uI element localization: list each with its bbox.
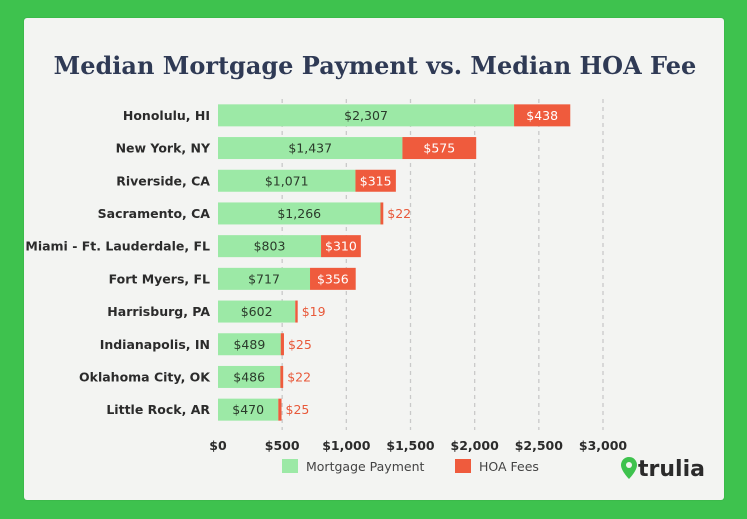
bar-row: Oklahoma City, OK $486 $22 [79, 365, 311, 388]
brand-wordmark: trulia [638, 457, 705, 482]
hoa-bar [280, 365, 284, 388]
mortgage-bar [218, 398, 279, 421]
hoa-bar [321, 235, 361, 258]
x-tick-label: $0 [209, 438, 227, 453]
x-tick-label: $1,500 [386, 438, 435, 453]
legend-swatch [455, 459, 471, 473]
hoa-value-label: $356 [317, 271, 349, 286]
mortgage-bar [218, 267, 311, 290]
chart-card: Median Mortgage Payment vs. Median HOA F… [24, 18, 724, 500]
mortgage-value-label: $1,437 [288, 141, 332, 156]
hoa-bar [380, 202, 384, 225]
bar-row: Sacramento, CA $1,266 $22 [98, 202, 411, 225]
mortgage-value-label: $486 [233, 369, 265, 384]
x-tick-label: $2,000 [451, 438, 500, 453]
mortgage-value-label: $1,071 [265, 173, 309, 188]
x-tick-label: $1,000 [322, 438, 371, 453]
mortgage-value-label: $470 [232, 402, 264, 417]
hoa-bar [295, 300, 298, 323]
category-label: Fort Myers, FL [109, 271, 210, 286]
chart: Median Mortgage Payment vs. Median HOA F… [25, 51, 705, 482]
category-label: Miami - Ft. Lauderdale, FL [25, 239, 210, 254]
hoa-value-label: $25 [286, 402, 310, 417]
hoa-value-label: $25 [288, 337, 312, 352]
mortgage-value-label: $803 [254, 239, 286, 254]
mortgage-value-label: $1,266 [277, 206, 321, 221]
chart-title: Median Mortgage Payment vs. Median HOA F… [54, 51, 697, 80]
x-tick-label: $500 [265, 438, 300, 453]
legend-label: Mortgage Payment [306, 459, 424, 474]
hoa-bar [402, 137, 477, 160]
hoa-value-label: $438 [526, 108, 558, 123]
mortgage-value-label: $717 [248, 271, 280, 286]
legend-item: Mortgage Payment [282, 459, 424, 474]
mortgage-bar [218, 333, 281, 356]
category-label: Little Rock, AR [106, 402, 210, 417]
hoa-bar [278, 398, 282, 421]
bar-row: Fort Myers, FL $717 $356 [109, 267, 356, 290]
mortgage-bar [218, 137, 403, 160]
mortgage-value-label: $602 [241, 304, 273, 319]
category-label: Harrisburg, PA [107, 304, 210, 319]
hoa-value-label: $310 [325, 239, 357, 254]
bar-row: New York, NY $1,437 $575 [116, 137, 477, 160]
category-label: Riverside, CA [116, 173, 210, 188]
x-tick-label: $3,000 [579, 438, 628, 453]
category-label: Honolulu, HI [123, 108, 210, 123]
hoa-value-label: $575 [423, 141, 455, 156]
x-tick-label: $2,500 [515, 438, 564, 453]
bar-row: Riverside, CA $1,071 $315 [116, 169, 396, 192]
legend-item: HOA Fees [455, 459, 539, 474]
mortgage-bar [218, 235, 322, 258]
hoa-bar [514, 104, 571, 127]
hoa-value-label: $22 [387, 206, 411, 221]
category-label: Indianapolis, IN [100, 337, 210, 352]
mortgage-bar [218, 300, 296, 323]
hoa-bar [355, 169, 396, 192]
bar-row: Harrisburg, PA $602 $19 [107, 300, 326, 323]
mortgage-bar [218, 169, 356, 192]
bar-row: Indianapolis, IN $489 $25 [100, 333, 312, 356]
category-label: Oklahoma City, OK [79, 369, 211, 384]
legend-label: HOA Fees [479, 459, 539, 474]
category-label: Sacramento, CA [98, 206, 211, 221]
trulia-logo: trulia [621, 457, 705, 482]
bar-row: Little Rock, AR $470 $25 [106, 398, 310, 421]
legend-swatch [282, 459, 298, 473]
mortgage-bar [218, 104, 515, 127]
mortgage-value-label: $489 [233, 337, 265, 352]
hoa-bar [280, 333, 284, 356]
hoa-value-label: $22 [287, 369, 311, 384]
hoa-bar [310, 267, 356, 290]
mortgage-value-label: $2,307 [344, 108, 388, 123]
mortgage-bar [218, 202, 381, 225]
bar-row: Miami - Ft. Lauderdale, FL $803 $310 [25, 235, 361, 258]
hoa-value-label: $315 [360, 173, 392, 188]
bar-row: Honolulu, HI $2,307 $438 [123, 104, 571, 127]
mortgage-bar [218, 365, 281, 388]
hoa-value-label: $19 [302, 304, 326, 319]
category-label: New York, NY [116, 141, 211, 156]
